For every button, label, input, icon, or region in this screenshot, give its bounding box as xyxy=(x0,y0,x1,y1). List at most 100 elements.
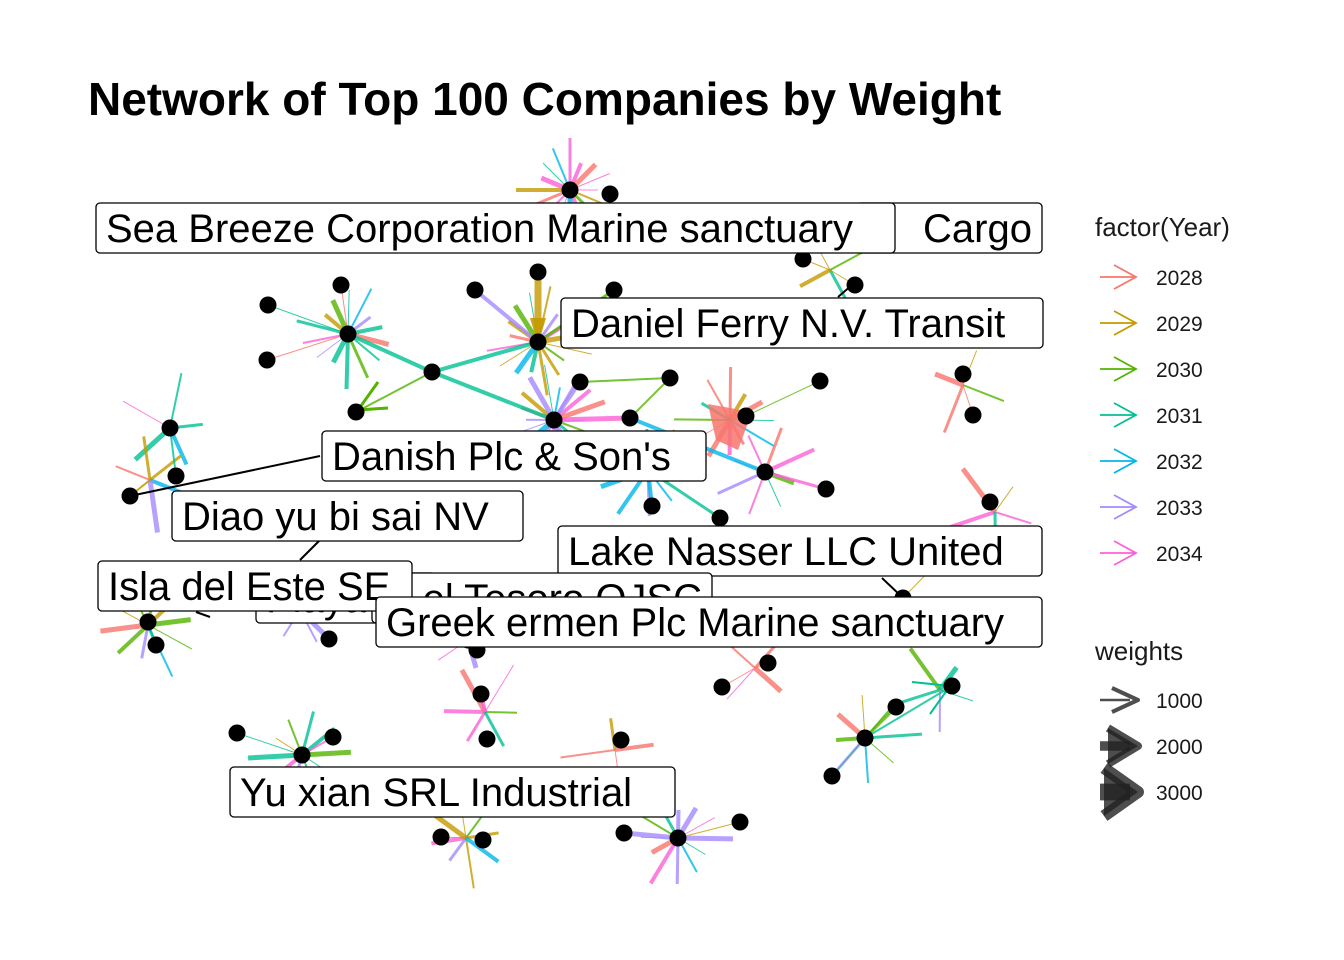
label-leader-line xyxy=(195,611,211,618)
node-label-box xyxy=(557,525,1043,577)
network-node xyxy=(293,746,311,764)
network-edge xyxy=(553,399,606,423)
network-edge xyxy=(994,486,1014,513)
network-node xyxy=(139,613,157,631)
network-edge xyxy=(355,371,433,413)
legend-year-label: 2028 xyxy=(1156,267,1203,290)
network-edge xyxy=(677,835,734,842)
network-edge xyxy=(465,837,475,889)
legend-weight-item-2000: 2000 xyxy=(1100,724,1203,768)
network-edge xyxy=(296,319,349,336)
legend-weight-label: 2000 xyxy=(1156,736,1203,759)
network-node xyxy=(121,487,139,505)
legend-year-item-2033: 2033 xyxy=(1100,494,1203,520)
label-leader-line xyxy=(299,539,321,561)
network-edge xyxy=(100,622,149,634)
legend-year-label: 2029 xyxy=(1156,313,1203,336)
network-edge xyxy=(147,479,160,533)
network-edge xyxy=(247,752,303,761)
network-edge xyxy=(799,268,831,288)
node-label-text: Cargo xyxy=(923,207,1032,251)
edge-arrowhead xyxy=(354,381,389,412)
network-node xyxy=(529,333,547,351)
network-node xyxy=(161,419,179,437)
legend-year-label: 2031 xyxy=(1156,405,1203,428)
network-edge xyxy=(726,667,756,700)
node-label-box xyxy=(171,490,524,542)
legend-year-label: 2032 xyxy=(1156,451,1203,474)
network-node xyxy=(621,409,639,427)
node-label-10: Yu xian SRL Industrial xyxy=(229,766,676,818)
node-label-box xyxy=(321,430,707,482)
network-node xyxy=(332,276,350,294)
network-node xyxy=(601,185,619,203)
network-edge xyxy=(484,711,518,714)
node-label-text: Isla del Este SE xyxy=(108,565,390,609)
network-node xyxy=(981,493,999,511)
network-edge xyxy=(116,623,150,655)
network-node xyxy=(605,281,623,299)
legend-year-label: 2034 xyxy=(1156,543,1203,566)
network-edge xyxy=(764,447,816,474)
network-edge xyxy=(142,436,152,481)
network-edge xyxy=(267,304,349,335)
network-node xyxy=(756,463,774,481)
network-edge xyxy=(147,624,193,650)
node-label-text: Lake Nasser LLC United xyxy=(568,530,1004,574)
network-node xyxy=(713,678,731,696)
network-node xyxy=(324,728,342,746)
network-edge xyxy=(149,454,182,482)
network-node xyxy=(612,731,630,749)
network-edge xyxy=(466,711,487,742)
network-node xyxy=(466,281,484,299)
legend-year-item-2030: 2030 xyxy=(1100,356,1203,382)
network-node xyxy=(432,828,450,846)
network-node xyxy=(472,685,490,703)
node-label-9: Greek ermen Plc Marine sanctuary xyxy=(375,596,1043,648)
network-node xyxy=(964,406,982,424)
network-node xyxy=(423,363,441,381)
network-edge xyxy=(484,664,515,713)
network-edge xyxy=(934,371,964,388)
network-edge xyxy=(115,465,151,481)
network-node xyxy=(954,365,972,383)
label-leader-line xyxy=(129,455,321,497)
edge-arrowhead xyxy=(530,318,546,345)
legend-year-label: 2033 xyxy=(1156,497,1203,520)
node-label-box xyxy=(560,297,1044,349)
network-edge xyxy=(962,384,1005,403)
node-label-1: Cargo xyxy=(855,202,1043,254)
legend-weight-item-3000: 3000 xyxy=(1100,763,1203,821)
legend-year-item-2032: 2032 xyxy=(1100,448,1203,474)
network-edge xyxy=(464,836,500,864)
network-edge xyxy=(629,377,671,419)
network-node xyxy=(823,767,841,785)
node-label-box xyxy=(97,560,413,612)
network-node xyxy=(615,824,633,842)
network-edge xyxy=(949,510,996,529)
network-node xyxy=(731,813,749,831)
network-node xyxy=(147,636,165,654)
network-edge xyxy=(942,384,965,434)
node-label-text: Greek ermen Plc Marine sanctuary xyxy=(386,601,1004,645)
network-node xyxy=(811,372,829,390)
network-edge xyxy=(443,709,486,714)
chart-title: Network of Top 100 Companies by Weight xyxy=(88,73,1002,125)
node-label-text: Daniel Ferry N.V. Transit xyxy=(571,302,1005,346)
network-edge xyxy=(344,333,350,390)
network-edge xyxy=(864,685,953,739)
network-node xyxy=(759,654,777,672)
network-node xyxy=(737,407,755,425)
network-edge xyxy=(473,288,540,344)
network-node xyxy=(661,369,679,387)
network-edge xyxy=(266,333,349,361)
legend-weight-item-1000: 1000 xyxy=(1100,686,1203,714)
node-label-box xyxy=(375,596,1043,648)
network-edge xyxy=(864,732,923,740)
legend-year-item-2031: 2031 xyxy=(1100,402,1203,428)
network-edge xyxy=(236,732,303,756)
network-node xyxy=(320,630,338,648)
network-node xyxy=(478,730,496,748)
network-edge xyxy=(614,742,654,752)
legend-year-label: 2030 xyxy=(1156,359,1203,382)
